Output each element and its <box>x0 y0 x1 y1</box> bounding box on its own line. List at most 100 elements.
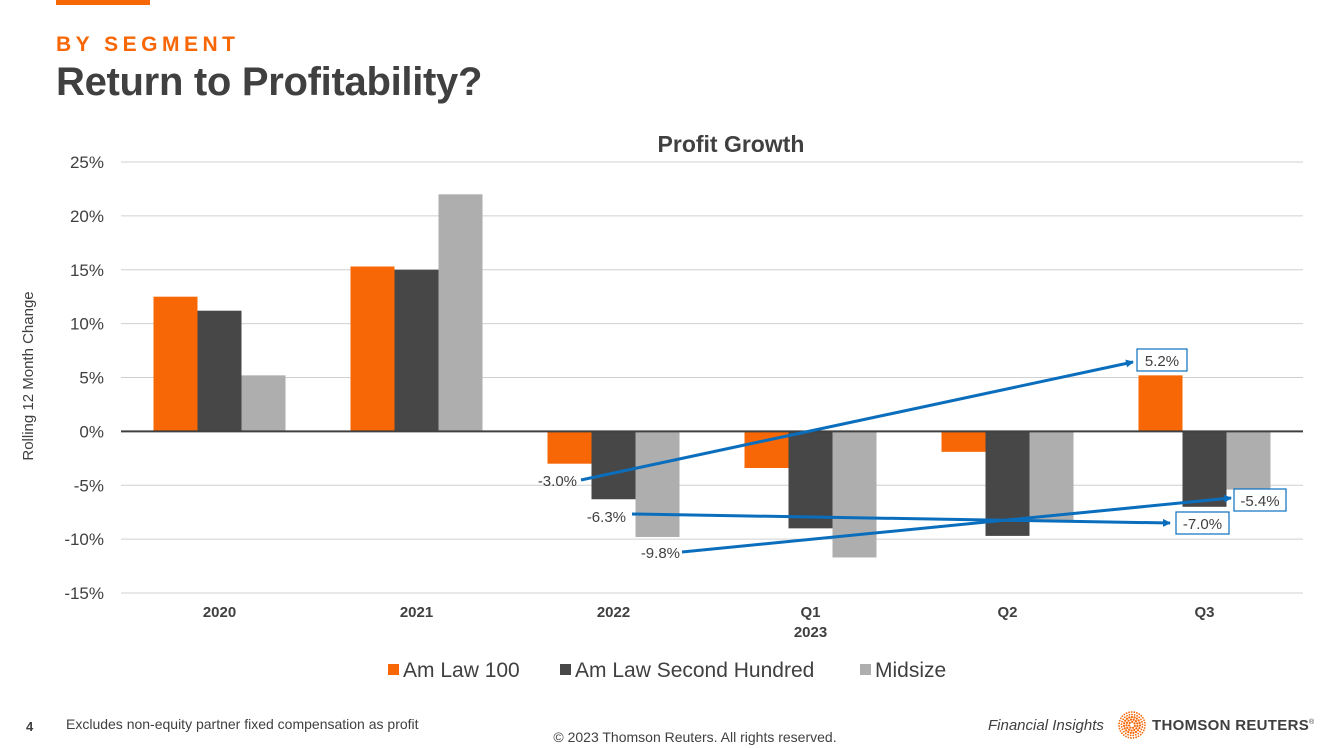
bar-midsize-q1 <box>832 431 877 558</box>
logo-dot <box>1122 734 1125 736</box>
logo-dot <box>1137 735 1140 738</box>
logo-dot <box>1129 731 1132 735</box>
logo-dot <box>1125 729 1128 732</box>
logo-dot <box>1138 721 1141 724</box>
logo-dot <box>1135 727 1138 730</box>
annotation-end-label: -5.4% <box>1240 493 1279 510</box>
bar-midsize-2020 <box>241 375 286 432</box>
logo-dot <box>1121 720 1123 723</box>
logo-dot <box>1140 718 1142 721</box>
legend-item-am-law-100: Am Law 100 <box>388 659 520 682</box>
logo-dot <box>1118 727 1121 730</box>
bars <box>153 194 1271 558</box>
logo-dot <box>1128 713 1131 716</box>
bar-midsize-q2 <box>1029 431 1074 521</box>
logo-dot <box>1127 733 1129 736</box>
logo-dot <box>1118 722 1121 725</box>
legend-label: Midsize <box>875 659 946 682</box>
legend-label: Am Law 100 <box>403 659 520 682</box>
logo-dot <box>1135 712 1138 714</box>
legend-swatch <box>388 664 399 675</box>
thomson-reuters-logo: THOMSON REUTERS® <box>1118 711 1314 739</box>
bar-am-law-100-2021 <box>350 266 395 432</box>
logo-dot <box>1142 729 1145 732</box>
legend: Am Law 100 Am Law Second Hundred Midsize <box>388 659 946 682</box>
logo-dot <box>1121 715 1124 718</box>
brand-text: THOMSON REUTERS <box>1152 716 1310 734</box>
logo-dot <box>1141 726 1144 728</box>
logo-dot <box>1134 720 1137 723</box>
logo-dot <box>1130 729 1133 732</box>
logo-dot <box>1136 722 1139 725</box>
x-tick-label: Q3 <box>1194 604 1214 621</box>
logo-dot <box>1130 737 1132 739</box>
logo-dot <box>1118 725 1120 727</box>
logo-dot <box>1123 722 1126 725</box>
logo-dot <box>1140 728 1143 731</box>
logo-dot <box>1143 719 1145 722</box>
logo-dot <box>1136 714 1139 717</box>
profit-growth-chart: 25% 20% 15% 10% 5% 0% -5% -10% -15% 2020 2021 2022… <box>20 131 1303 682</box>
bar-am-law-100-q3 <box>1138 375 1183 432</box>
logo-dot <box>1141 723 1144 726</box>
logo-dot <box>1130 715 1133 719</box>
logo-dot <box>1129 734 1132 737</box>
logo-dot <box>1138 724 1142 727</box>
bar-midsize-q3 <box>1226 431 1271 490</box>
section-eyebrow: BY SEGMENT <box>56 33 240 56</box>
bar-am-law-second-hundred-q3 <box>1182 431 1227 507</box>
y-tick-label: 5% <box>79 369 104 388</box>
legend-item-am-law-second-hundred: Am Law Second Hundred <box>560 659 814 682</box>
logo-dot <box>1122 718 1125 721</box>
logo-dot <box>1141 731 1144 734</box>
logo-dot <box>1123 727 1126 730</box>
x-tick-label: 2021 <box>400 604 433 621</box>
logo-dot <box>1138 713 1141 716</box>
logo-dot <box>1127 731 1130 734</box>
annotation-start-label: -3.0% <box>538 473 577 490</box>
annotation-arrow <box>580 359 1134 482</box>
logo-dot <box>1128 711 1130 714</box>
logo-dot <box>1118 719 1121 722</box>
bar-am-law-100-2020 <box>153 296 198 432</box>
annotation-arrow <box>631 512 1171 527</box>
logo-dot <box>1132 718 1135 721</box>
y-tick-label: 15% <box>70 261 104 280</box>
logo-dot <box>1138 716 1141 719</box>
logo-dot <box>1127 724 1131 727</box>
annotation-start-label: -9.8% <box>641 545 680 562</box>
logo-dot <box>1125 712 1128 715</box>
y-tick-label: 25% <box>70 153 104 172</box>
logo-dot <box>1141 716 1144 719</box>
annotation-end-box <box>1136 348 1188 372</box>
logo-dot <box>1123 713 1126 716</box>
annotations: -3.0% 5.2% -6.3% -7.0% -9.8% -5.4% <box>538 348 1287 562</box>
logo-dot <box>1124 732 1127 735</box>
annotation-end-label: -7.0% <box>1183 516 1222 533</box>
brand-registered-mark: ® <box>1309 718 1315 726</box>
x-tick-label: 2022 <box>597 604 630 621</box>
logo-dot <box>1135 717 1138 720</box>
logo-dot <box>1139 733 1142 736</box>
logo-dot <box>1127 736 1130 739</box>
logo-dot <box>1135 736 1138 739</box>
gridlines <box>121 161 1303 594</box>
logo-dot <box>1126 714 1128 717</box>
logo-dot <box>1127 719 1130 722</box>
logo-dot <box>1143 721 1146 724</box>
logo-dot <box>1124 719 1127 722</box>
x-tick-label: Q2 <box>997 604 1017 621</box>
page-number: 4 <box>26 719 34 734</box>
bar-am-law-second-hundred-q1 <box>788 431 833 529</box>
thomson-reuters-logo-icon <box>1118 711 1146 739</box>
logo-dot <box>1136 729 1140 732</box>
logo-dot <box>1126 726 1129 729</box>
copyright: © 2023 Thomson Reuters. All rights reser… <box>553 729 837 745</box>
y-tick-labels: 25% 20% 15% 10% 5% 0% -5% -10% -15% <box>64 153 104 603</box>
y-tick-label: -5% <box>74 476 104 495</box>
bar-am-law-100-q2 <box>941 431 986 452</box>
logo-dot <box>1130 711 1133 713</box>
logo-dot <box>1128 728 1131 731</box>
logo-dot <box>1137 732 1140 735</box>
logo-dot <box>1131 726 1135 729</box>
